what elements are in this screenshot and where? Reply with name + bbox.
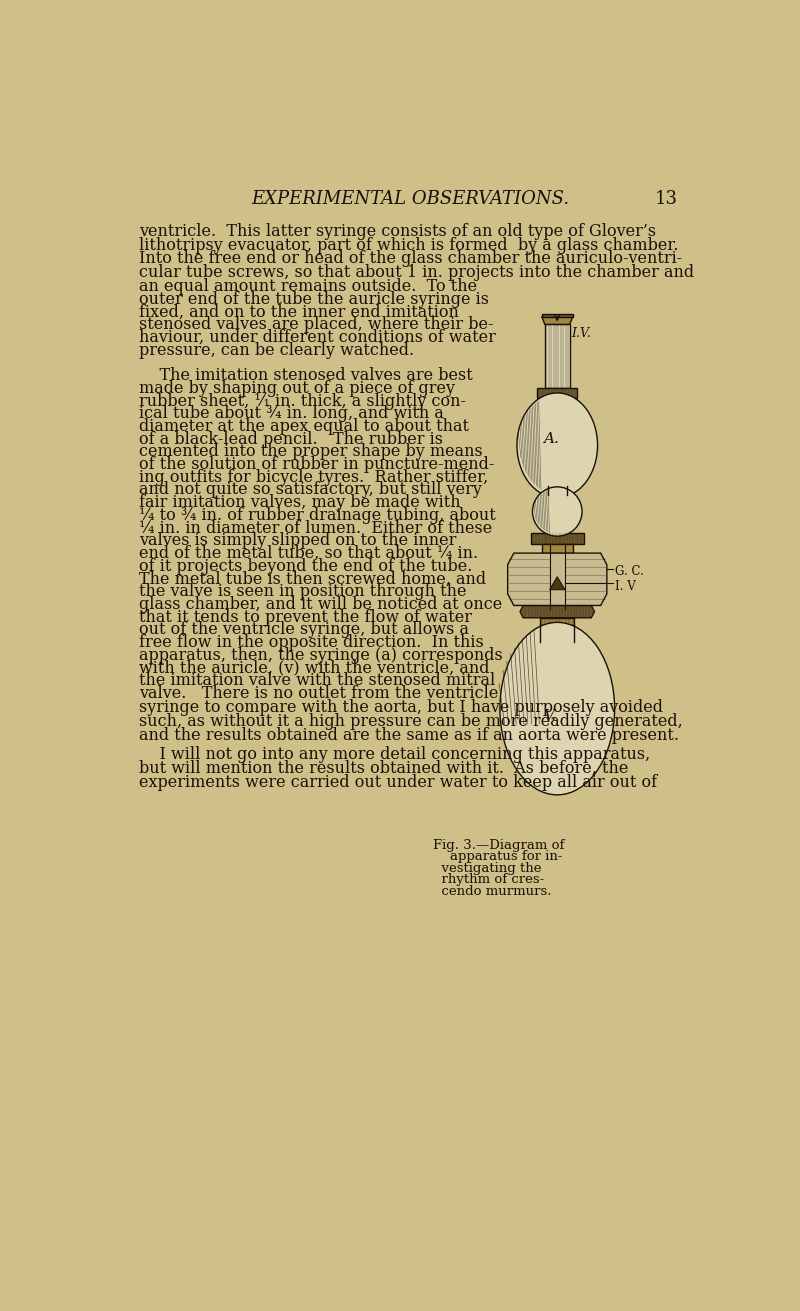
Text: pressure, can be clearly watched.: pressure, can be clearly watched. [138,342,414,359]
Text: ing outfits for bicycle tyres.  Rather stiffer,: ing outfits for bicycle tyres. Rather st… [138,469,488,486]
Text: the imitation valve with the stenosed mitral: the imitation valve with the stenosed mi… [138,673,495,690]
Text: outer end of the tube the auricle syringe is: outer end of the tube the auricle syring… [138,291,489,308]
Text: A.: A. [543,433,559,446]
Polygon shape [542,313,573,317]
Text: cendo murmurs.: cendo murmurs. [434,885,552,898]
Text: of a black-lead pencil.   The rubber is: of a black-lead pencil. The rubber is [138,431,442,447]
Text: such, as without it a high pressure can be more readily generated,: such, as without it a high pressure can … [138,713,682,730]
Text: glass chamber, and it will be noticed at once: glass chamber, and it will be noticed at… [138,595,502,612]
Text: The imitation stenosed valves are best: The imitation stenosed valves are best [138,367,473,384]
Polygon shape [550,577,565,590]
Text: apparatus, then, the syringe (a) corresponds: apparatus, then, the syringe (a) corresp… [138,646,502,663]
Text: and the results obtained are the same as if an aorta were present.: and the results obtained are the same as… [138,726,678,743]
Text: valves is simply slipped on to the inner: valves is simply slipped on to the inner [138,532,456,549]
Text: I will not go into any more detail concerning this apparatus,: I will not go into any more detail conce… [138,746,650,763]
Polygon shape [520,606,594,617]
Text: Fig. 3.—Diagram of: Fig. 3.—Diagram of [434,839,565,852]
Text: an equal amount remains outside.  To the: an equal amount remains outside. To the [138,278,477,295]
Polygon shape [540,617,574,625]
Ellipse shape [533,486,582,536]
Text: apparatus for in-: apparatus for in- [434,851,562,864]
Text: and not quite so satisfactory, but still very: and not quite so satisfactory, but still… [138,481,482,498]
Text: syringe to compare with the aorta, but I have purposely avoided: syringe to compare with the aorta, but I… [138,699,662,716]
Text: rhythm of cres-: rhythm of cres- [434,873,545,886]
Text: but will mention the results obtained with it.  As before, the: but will mention the results obtained wi… [138,760,628,777]
Text: G. C.: G. C. [614,565,643,578]
Text: V.: V. [543,709,556,724]
Text: vestigating the: vestigating the [434,861,542,874]
Polygon shape [545,324,570,388]
Text: stenosed valves are placed, where their be-: stenosed valves are placed, where their … [138,316,494,333]
Text: ical tube about ¾ in. long, and with a: ical tube about ¾ in. long, and with a [138,405,444,422]
Text: end of the metal tube, so that about ¼ in.: end of the metal tube, so that about ¼ i… [138,545,478,562]
Text: rubber sheet, ⅟₁ in. thick, a slightly con-: rubber sheet, ⅟₁ in. thick, a slightly c… [138,392,466,409]
Text: ventricle.  This latter syringe consists of an old type of Glover’s: ventricle. This latter syringe consists … [138,223,656,240]
Polygon shape [537,388,578,397]
Text: of the solution of rubber in puncture-mend-: of the solution of rubber in puncture-me… [138,456,494,473]
Text: diameter at the apex equal to about that: diameter at the apex equal to about that [138,418,469,435]
Text: ¼ in. in diameter of lumen.  Either of these: ¼ in. in diameter of lumen. Either of th… [138,519,492,536]
Text: cular tube screws, so that about 1 in. projects into the chamber and: cular tube screws, so that about 1 in. p… [138,265,694,282]
Text: I.V.: I.V. [571,326,591,340]
Text: out of the ventricle syringe, but allows a: out of the ventricle syringe, but allows… [138,621,469,638]
Text: with the auricle, (v) with the ventricle, and: with the auricle, (v) with the ventricle… [138,659,490,676]
Ellipse shape [500,623,614,794]
Text: fair imitation valves, may be made with: fair imitation valves, may be made with [138,494,460,511]
Text: I. V: I. V [614,579,635,593]
Text: 13: 13 [654,190,678,207]
Text: lithotripsy evacuator, part of which is formed  by a glass chamber.: lithotripsy evacuator, part of which is … [138,236,678,253]
Text: experiments were carried out under water to keep all air out of: experiments were carried out under water… [138,773,657,791]
Text: haviour, under different conditions of water: haviour, under different conditions of w… [138,329,496,346]
Polygon shape [542,544,573,553]
Polygon shape [508,553,607,606]
Text: the valve is seen in position through the: the valve is seen in position through th… [138,583,466,600]
Text: fixed, and on to the inner end imitation: fixed, and on to the inner end imitation [138,304,458,321]
Text: EXPERIMENTAL OBSERVATIONS.: EXPERIMENTAL OBSERVATIONS. [251,190,569,207]
Ellipse shape [517,393,598,498]
Polygon shape [542,317,573,324]
Polygon shape [531,534,584,544]
Text: Into the free end or head of the glass chamber the auriculo-ventri-: Into the free end or head of the glass c… [138,250,682,267]
Text: that it tends to prevent the flow of water: that it tends to prevent the flow of wat… [138,608,472,625]
Text: of it projects beyond the end of the tube.: of it projects beyond the end of the tub… [138,557,472,574]
Text: ¼ to ¾ in. of rubber drainage tubing, about: ¼ to ¾ in. of rubber drainage tubing, ab… [138,507,495,524]
Text: made by shaping out of a piece of grey: made by shaping out of a piece of grey [138,380,454,397]
Text: valve.   There is no outlet from the ventricle: valve. There is no outlet from the ventr… [138,684,498,701]
Text: cemented into the proper shape by means: cemented into the proper shape by means [138,443,482,460]
Text: free flow in the opposite direction.  In this: free flow in the opposite direction. In … [138,635,483,652]
Text: The metal tube is then screwed home, and: The metal tube is then screwed home, and [138,570,486,587]
